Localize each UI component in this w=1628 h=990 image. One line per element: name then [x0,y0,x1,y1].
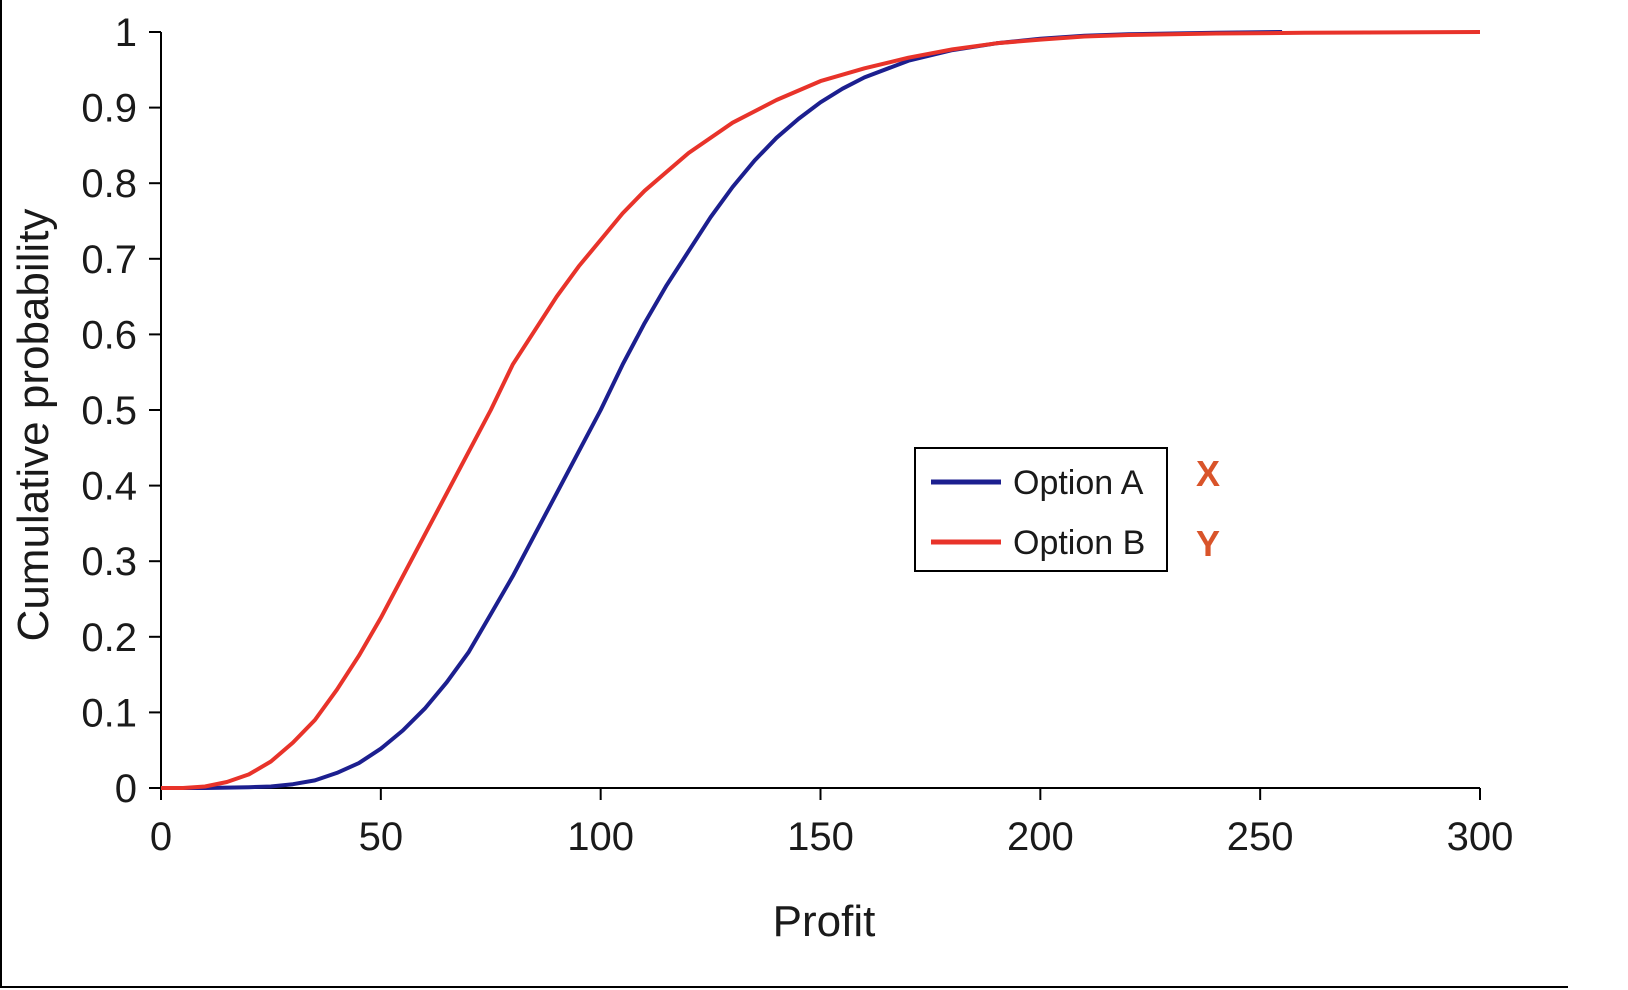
series-line-option-a [161,30,1283,790]
x-tick-label: 250 [1227,815,1294,859]
y-tick-label: 0.4 [81,465,137,509]
y-tick-label: 0.6 [81,313,137,357]
x-tick-label: 200 [1007,815,1074,859]
y-tick-label: 0.9 [81,87,137,131]
x-tick-label: 50 [359,815,404,859]
series-line-option-b [161,30,1481,790]
x-ticks: 0 50 100 150 200 250 300 [150,788,1514,859]
y-tick-label: 0.7 [81,238,137,282]
marker-label-y: Y [1196,523,1220,564]
legend-box [914,447,1168,572]
legend-label-option-b: Option B [1013,524,1145,562]
legend: Option A Option B [914,447,1168,572]
y-axis-title: Cumulative probability [9,209,58,642]
y-tick-label: 0.1 [81,691,137,735]
axes [160,32,1480,789]
y-tick-label: 0.5 [81,389,137,433]
marker-label-x: X [1196,453,1220,494]
x-tick-label: 150 [787,815,854,859]
x-tick-label: 100 [567,815,634,859]
x-tick-label: 0 [150,815,172,859]
x-axis-title: Profit [773,897,876,946]
y-ticks: 0 0.1 0.2 0.3 0.4 0.5 0.6 0.7 0.8 0.9 1 [81,11,161,811]
cdf-chart: 0 0.1 0.2 0.3 0.4 0.5 0.6 0.7 0.8 0.9 1 0 50 100 150 2… [9,11,1514,946]
x-tick-label: 300 [1447,815,1514,859]
legend-label-option-a: Option A [1013,464,1144,502]
y-tick-label: 0.8 [81,162,137,206]
series-lines [161,30,1481,790]
y-tick-label: 0 [115,767,137,811]
chart-frame [0,0,1568,988]
y-tick-label: 1 [115,11,137,55]
y-tick-label: 0.3 [81,540,137,584]
y-tick-label: 0.2 [81,616,137,660]
